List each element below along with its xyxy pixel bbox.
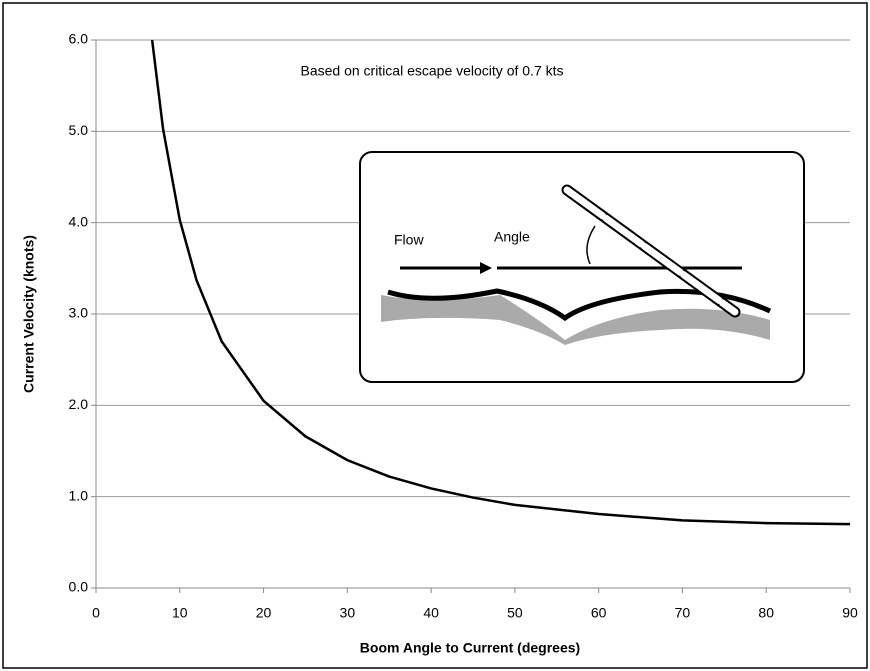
x-tick-label: 70 — [675, 605, 691, 621]
boom — [563, 186, 739, 316]
x-tick-label: 30 — [340, 605, 356, 621]
x-tick-label: 60 — [591, 605, 607, 621]
x-axis-title: Boom Angle to Current (degrees) — [360, 640, 580, 656]
y-tick-label: 6.0 — [69, 31, 89, 47]
x-tick-label: 10 — [172, 605, 188, 621]
y-tick-label: 1.0 — [69, 487, 89, 503]
flow-label: Flow — [394, 232, 424, 248]
x-tick-label: 50 — [507, 605, 523, 621]
y-tick-label: 0.0 — [69, 579, 89, 595]
annotation: Based on critical escape velocity of 0.7… — [300, 63, 563, 79]
y-tick-label: 2.0 — [69, 396, 89, 412]
line — [150, 39, 851, 526]
x-tick-label: 0 — [92, 605, 100, 621]
inset-diagram: Flow Angle — [359, 151, 805, 383]
curve-layer — [150, 39, 851, 526]
angle-arc — [586, 225, 596, 265]
x-tick-label: 40 — [423, 605, 439, 621]
y-axis-title: Current Velocity (knots) — [21, 235, 37, 393]
y-tick-label: 5.0 — [69, 122, 89, 138]
x-tick-label: 20 — [256, 605, 272, 621]
y-tick-label: 3.0 — [69, 305, 89, 321]
x-tick-label: 80 — [758, 605, 774, 621]
arrow-head — [480, 262, 492, 274]
water-band — [381, 295, 770, 345]
angle-label: Angle — [494, 229, 530, 245]
x-tick-label: 90 — [842, 605, 858, 621]
y-tick-label: 4.0 — [69, 213, 89, 229]
